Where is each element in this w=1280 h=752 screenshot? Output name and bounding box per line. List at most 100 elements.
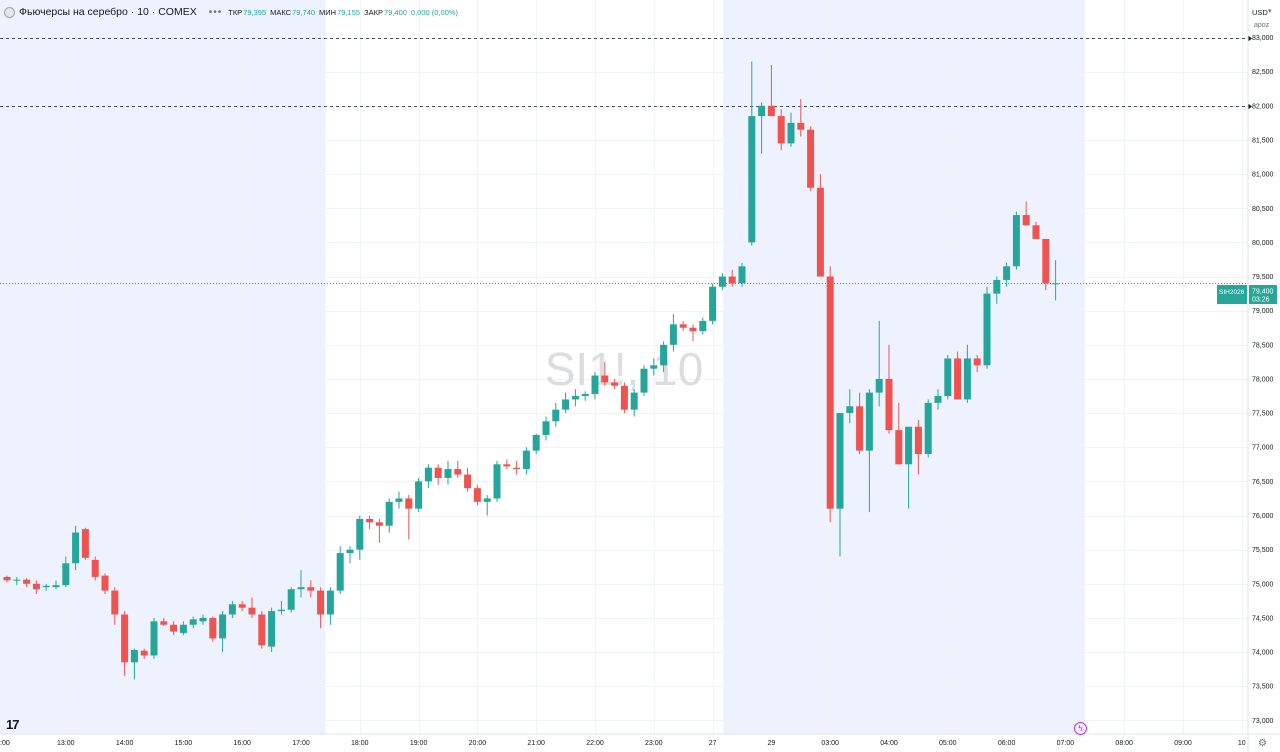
alert-lines[interactable] [0, 35, 1252, 110]
time-tick-label: 08:00 [1115, 740, 1133, 747]
candle-body [513, 467, 521, 470]
candle-body [738, 266, 746, 284]
candle [581, 391, 589, 401]
candle [415, 477, 423, 513]
candle [238, 600, 246, 612]
candle-body [709, 286, 717, 321]
candle [287, 587, 295, 613]
candle [993, 276, 1001, 304]
candle [130, 648, 138, 680]
price-tick-label: 75,000 [1252, 581, 1274, 588]
candle [846, 389, 854, 424]
candle [346, 546, 354, 564]
time-tick-label: 19:00 [410, 740, 428, 747]
time-tick-label: 05:00 [939, 740, 957, 747]
candle-body [640, 368, 648, 393]
price-tick-label: 78,000 [1252, 376, 1274, 383]
alert-marker-0[interactable] [1248, 35, 1252, 42]
candle [268, 607, 276, 653]
candle-body [983, 293, 991, 366]
price-scale[interactable]: 73,000 73,500 74,000 74,500 75,000 75,500 76,0… [1252, 35, 1274, 725]
high-value: 79,740 [292, 7, 316, 17]
candle-body [483, 498, 491, 502]
price-tick-label: 74,500 [1252, 615, 1274, 622]
candle-body [130, 650, 138, 663]
legend-header: Фьючерсы на серебро · 10 · COMEX ••• ТКР… [4, 5, 458, 19]
last-price-tag-countdown: 03:26 [1252, 297, 1270, 304]
price-tick-label: 77,500 [1252, 411, 1274, 418]
candle [758, 102, 766, 154]
candle-body [209, 617, 217, 639]
price-tick-label: 73,500 [1252, 684, 1274, 691]
candle-body [846, 406, 854, 414]
price-tick-label: 73,000 [1252, 718, 1274, 725]
candle [375, 518, 383, 543]
candle-body [562, 399, 570, 410]
more-options-icon[interactable]: ••• [208, 6, 223, 18]
time-tick-label: 13:00 [57, 740, 75, 747]
candle [464, 467, 472, 492]
candle [258, 611, 266, 649]
candle-body [13, 579, 21, 581]
symbol-title[interactable]: Фьючерсы на серебро · 10 · COMEX [19, 6, 197, 18]
candle-body [424, 467, 432, 482]
candle [1042, 238, 1050, 291]
candle [385, 498, 393, 533]
chevron-down-icon[interactable]: ▾ [1268, 8, 1272, 15]
candle [611, 378, 619, 390]
candle [317, 587, 325, 629]
time-tick-label: 23:00 [645, 740, 663, 747]
candle [179, 621, 187, 635]
low-label: МИН [319, 7, 337, 17]
candle [1003, 262, 1011, 287]
time-tick-label: 06:00 [998, 740, 1016, 747]
candle-body [905, 426, 913, 465]
candle-body [503, 464, 511, 467]
candle [924, 399, 932, 458]
gear-icon[interactable]: ⚙ [1258, 738, 1267, 749]
candle [542, 416, 550, 441]
alert-marker-1[interactable] [1248, 103, 1252, 110]
time-tick-label: 10 [1238, 740, 1246, 747]
candle-body [522, 450, 530, 470]
currency-selector[interactable]: USD [1252, 8, 1268, 17]
price-tick-label: 83,000 [1252, 35, 1274, 42]
candle-body [111, 590, 119, 615]
lightning-icon[interactable]: ϟ [1074, 722, 1087, 735]
candle-body [914, 426, 922, 455]
candle [395, 491, 403, 509]
candle-body [32, 583, 40, 590]
time-tick-label: 16:00 [233, 740, 251, 747]
time-tick-label: 18:00 [351, 740, 369, 747]
candle-body [767, 105, 775, 117]
candle [601, 361, 609, 386]
candle-body [473, 488, 481, 502]
candle-body [199, 617, 207, 622]
price-tick-label: 77,000 [1252, 445, 1274, 452]
candle-body [748, 116, 756, 243]
time-tick-label: :00 [0, 740, 10, 747]
candle [248, 597, 256, 618]
candle [689, 324, 697, 342]
candle-body [160, 621, 168, 625]
candle-body [121, 614, 129, 663]
candle-body [454, 469, 462, 475]
close-value: 79,400 [383, 7, 407, 17]
candle [62, 556, 70, 588]
last-price-tag-symbol: SIH2026 [1219, 289, 1245, 296]
candle [856, 392, 864, 455]
time-scale[interactable]: :00 13:00 14:00 15:00 16:00 17:00 18:00 19:00 20… [0, 740, 1246, 747]
candle [826, 266, 834, 523]
candle [571, 389, 579, 407]
candle-body [699, 320, 707, 332]
price-tick-label: 81,500 [1252, 137, 1274, 144]
tradingview-logo-icon[interactable]: 17 [6, 717, 20, 732]
candle-body [375, 522, 383, 526]
candle [679, 320, 687, 332]
autoscale-label[interactable]: apoz [1254, 22, 1270, 29]
candle [1022, 201, 1030, 226]
candle-body [1003, 266, 1011, 280]
candle-body [973, 358, 981, 366]
candle [307, 580, 315, 598]
